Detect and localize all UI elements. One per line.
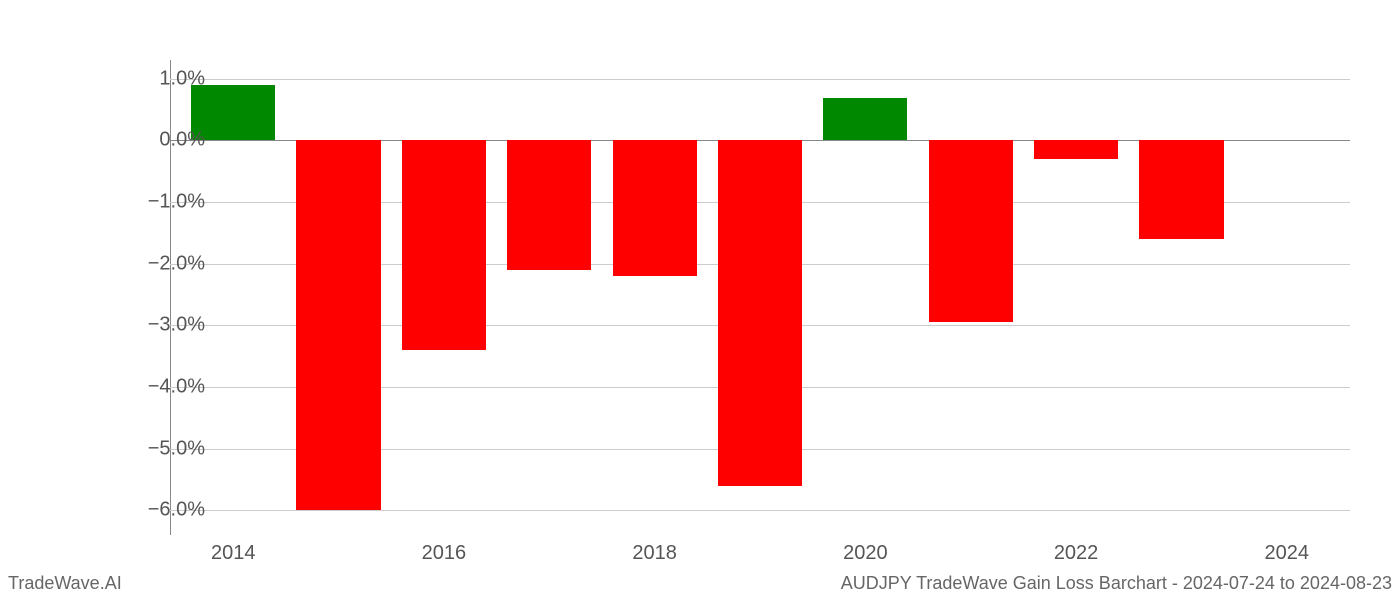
x-tick-label: 2018 [632, 542, 677, 565]
x-tick-label: 2016 [422, 542, 467, 565]
bar-2016 [402, 140, 486, 350]
bar-2023 [1139, 140, 1223, 239]
y-tick-label: 1.0% [95, 67, 205, 90]
bar-2020 [823, 98, 907, 140]
y-tick-label: 0.0% [95, 129, 205, 152]
y-tick-label: −2.0% [95, 252, 205, 275]
bar-2017 [507, 140, 591, 270]
chart-plot-area [170, 60, 1350, 535]
y-tick-label: −6.0% [95, 499, 205, 522]
plot-region [170, 60, 1350, 535]
footer-brand: TradeWave.AI [8, 573, 122, 594]
bar-2019 [718, 140, 802, 485]
x-tick-label: 2022 [1054, 542, 1099, 565]
gridline [170, 79, 1350, 80]
x-tick-label: 2024 [1265, 542, 1310, 565]
y-tick-label: −5.0% [95, 437, 205, 460]
bar-2018 [613, 140, 697, 276]
y-tick-label: −4.0% [95, 375, 205, 398]
bar-2015 [296, 140, 380, 510]
y-tick-label: −1.0% [95, 190, 205, 213]
x-tick-label: 2020 [843, 542, 888, 565]
bar-2022 [1034, 140, 1118, 159]
footer-caption: AUDJPY TradeWave Gain Loss Barchart - 20… [841, 573, 1392, 594]
gridline [170, 510, 1350, 511]
y-tick-label: −3.0% [95, 314, 205, 337]
bar-2021 [929, 140, 1013, 322]
x-tick-label: 2014 [211, 542, 256, 565]
